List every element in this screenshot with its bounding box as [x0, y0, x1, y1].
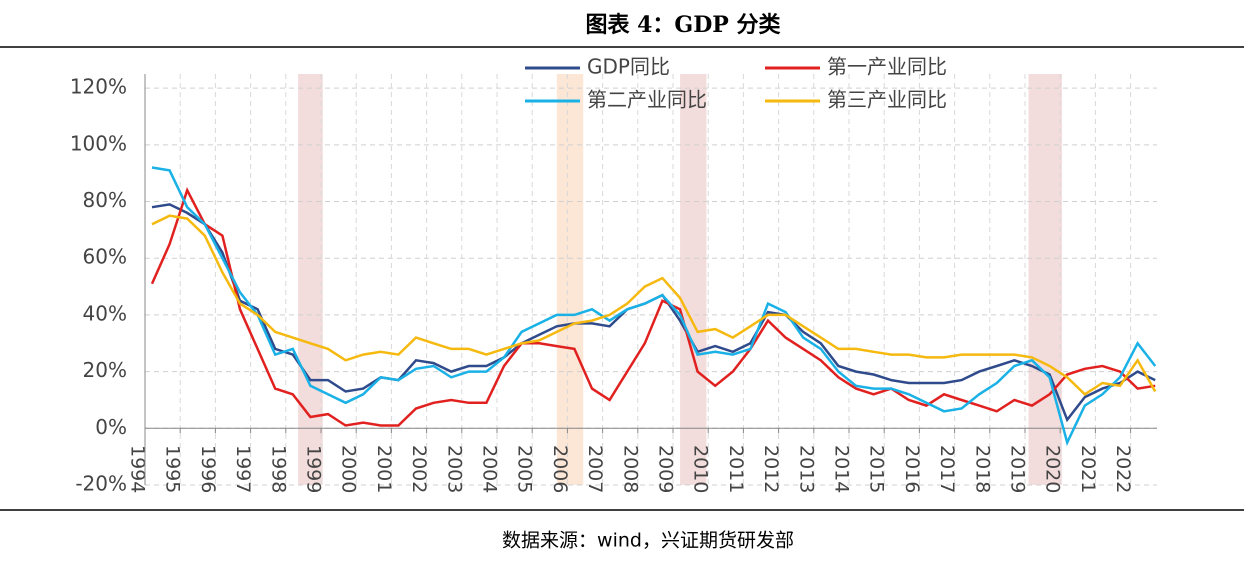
series-line — [151, 214, 1157, 396]
highlight-band — [680, 74, 707, 485]
x-tick-label: 2020 — [1042, 445, 1064, 493]
x-tick-label: 2004 — [479, 445, 501, 493]
x-tick-label: 2015 — [866, 445, 888, 493]
y-tick-label: 100% — [70, 131, 127, 155]
chart-title: 图表 4：GDP 分类 — [585, 12, 781, 38]
x-tick-label: 2001 — [373, 445, 395, 493]
y-tick-label: 120% — [70, 75, 127, 99]
x-tick-label: 1999 — [303, 445, 325, 493]
legend-label: GDP同比 — [587, 55, 670, 79]
x-tick-label: 2005 — [514, 445, 536, 493]
legend-label: 第三产业同比 — [827, 88, 947, 112]
x-tick-label: 1996 — [197, 445, 219, 493]
x-tick-label: 2011 — [725, 445, 747, 493]
x-tick-label: 2002 — [408, 445, 430, 493]
y-tick-label: 60% — [83, 245, 127, 269]
x-tick-label: 2007 — [584, 445, 606, 493]
y-tick-label: 20% — [83, 358, 127, 382]
x-tick-label: 2017 — [936, 445, 958, 493]
y-tick-label: 0% — [95, 415, 127, 439]
x-tick-label: 2014 — [831, 445, 853, 493]
x-tick-label: 2003 — [443, 445, 465, 493]
x-tick-label: 2013 — [795, 445, 817, 493]
x-tick-label: 2009 — [655, 445, 677, 493]
x-tick-label: 2021 — [1077, 445, 1099, 493]
legend-label: 第二产业同比 — [587, 88, 707, 112]
x-tick-label: 1998 — [267, 445, 289, 493]
highlight-band — [1028, 74, 1062, 485]
x-tick-label: 2008 — [619, 445, 641, 493]
x-tick-label: 2012 — [760, 445, 782, 493]
highlight-band — [298, 74, 323, 485]
x-tick-label: 2006 — [549, 445, 571, 493]
x-tick-label: 2018 — [971, 445, 993, 493]
series-line — [151, 166, 1157, 447]
series-line — [150, 186, 1156, 427]
x-tick-label: 2016 — [901, 445, 923, 493]
x-tick-label: 2022 — [1112, 445, 1134, 493]
legend-label: 第一产业同比 — [827, 55, 947, 79]
y-tick-label: 80% — [83, 188, 127, 212]
x-tick-label: 2010 — [690, 445, 712, 493]
source-note: 数据来源：wind，兴证期货研发部 — [502, 530, 794, 552]
x-tick-label: 2000 — [338, 445, 360, 493]
x-tick-label: 2019 — [1007, 445, 1029, 493]
x-tick-label: 1997 — [232, 445, 254, 493]
x-tick-label: 1994 — [127, 445, 149, 493]
y-tick-label: -20% — [75, 472, 127, 496]
highlight-band — [556, 74, 584, 485]
x-tick-label: 1995 — [162, 445, 184, 493]
y-tick-label: 40% — [83, 301, 127, 325]
